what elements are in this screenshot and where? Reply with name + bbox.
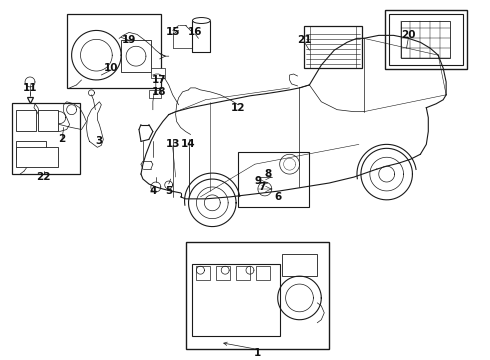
Bar (400, 21, 450, 58)
Bar (238, 152, 309, 207)
Text: 16: 16 (188, 27, 203, 37)
Bar (16, 141, 46, 159)
Bar (385, 10, 467, 69)
Bar (16, 147, 58, 167)
Bar (193, 264, 280, 336)
Text: 10: 10 (104, 63, 119, 73)
Text: 19: 19 (122, 35, 136, 45)
Text: 13: 13 (166, 139, 180, 149)
Text: 5: 5 (165, 186, 172, 196)
Bar (151, 68, 165, 78)
Bar (196, 266, 210, 280)
Text: 3: 3 (96, 136, 103, 147)
Bar (216, 266, 230, 280)
Bar (149, 90, 161, 98)
Text: 6: 6 (274, 192, 281, 202)
Bar (236, 266, 250, 280)
Bar (67, 14, 161, 88)
Text: 7: 7 (258, 182, 266, 192)
Text: 11: 11 (23, 83, 37, 93)
Text: 15: 15 (166, 27, 180, 37)
Text: 20: 20 (401, 30, 416, 40)
Text: 12: 12 (231, 103, 245, 113)
Text: 14: 14 (181, 139, 196, 149)
Bar (186, 242, 329, 350)
Bar (389, 14, 463, 65)
Text: 9: 9 (254, 176, 262, 186)
Text: 2: 2 (58, 134, 65, 144)
Bar (121, 40, 151, 72)
Bar (193, 21, 210, 52)
Bar (256, 266, 270, 280)
Text: 21: 21 (297, 35, 312, 45)
Bar (282, 255, 318, 276)
Text: 1: 1 (254, 348, 262, 359)
Ellipse shape (193, 18, 210, 23)
Bar (16, 110, 36, 131)
Text: 18: 18 (151, 87, 166, 97)
Bar (304, 26, 362, 68)
Text: 22: 22 (37, 172, 51, 182)
Text: 17: 17 (151, 75, 166, 85)
Text: 8: 8 (264, 169, 271, 179)
Text: 4: 4 (149, 186, 156, 196)
Bar (38, 110, 58, 131)
Bar (12, 103, 79, 174)
